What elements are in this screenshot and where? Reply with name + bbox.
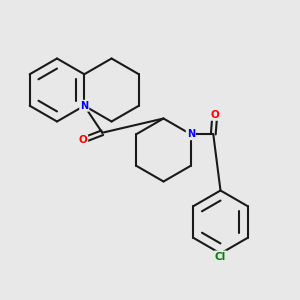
Text: O: O — [210, 110, 219, 120]
Text: Cl: Cl — [215, 251, 226, 262]
Text: O: O — [78, 135, 87, 145]
Text: N: N — [187, 129, 195, 139]
Text: N: N — [80, 101, 88, 111]
